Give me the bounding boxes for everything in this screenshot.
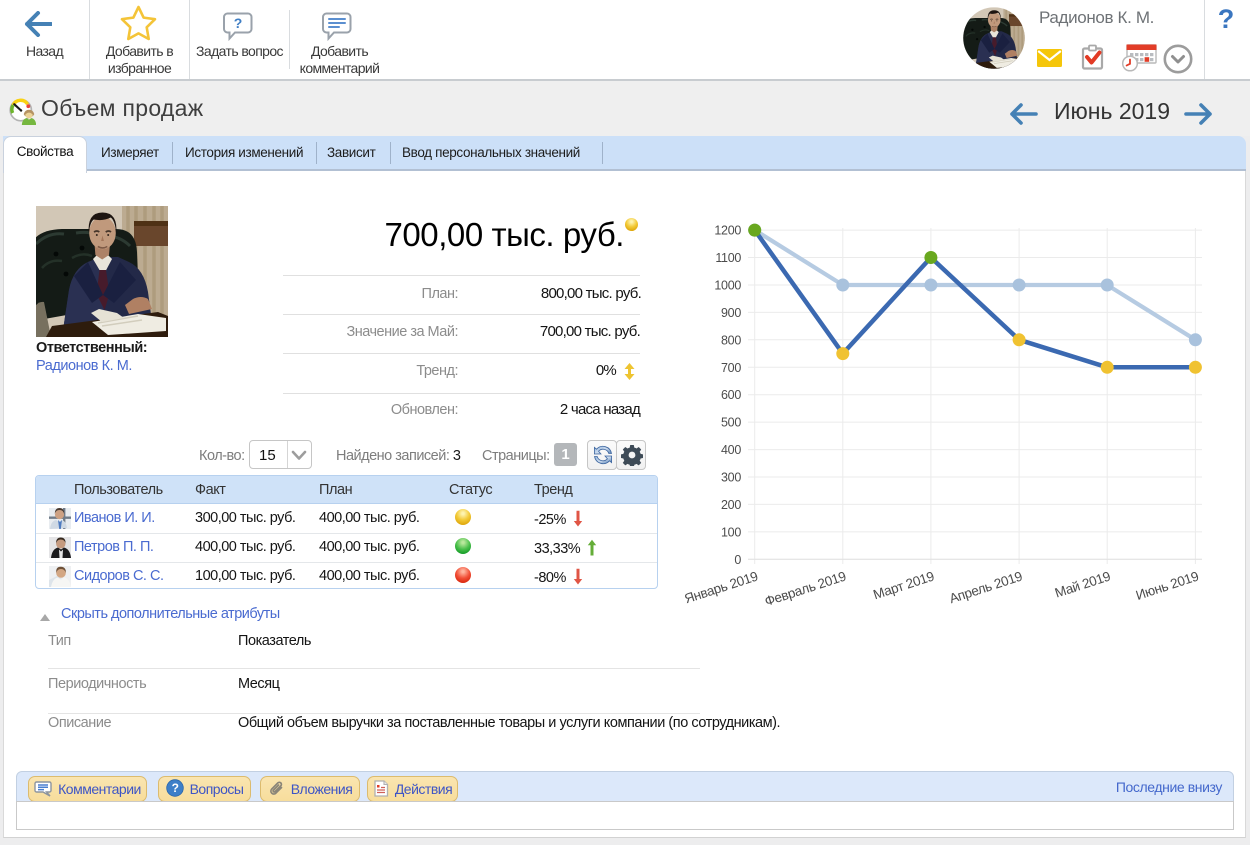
svg-text:Апрель 2019: Апрель 2019 — [947, 569, 1024, 605]
svg-text:?: ? — [171, 781, 178, 795]
svg-text:200: 200 — [721, 498, 741, 512]
svg-text:Февраль 2019: Февраль 2019 — [763, 569, 848, 605]
svg-text:500: 500 — [721, 416, 741, 430]
svg-text:900: 900 — [721, 306, 741, 320]
svg-text:700: 700 — [721, 361, 741, 375]
svg-text:Январь 2019: Январь 2019 — [683, 569, 760, 605]
svg-text:1000: 1000 — [714, 279, 741, 293]
svg-text:Июнь 2019: Июнь 2019 — [1134, 569, 1200, 603]
svg-text:1200: 1200 — [714, 224, 741, 238]
svg-text:Март 2019: Март 2019 — [871, 569, 935, 603]
svg-text:1100: 1100 — [715, 251, 741, 265]
svg-text:600: 600 — [721, 388, 741, 402]
svg-text:100: 100 — [721, 525, 741, 539]
svg-text:300: 300 — [721, 471, 741, 485]
svg-text:Май 2019: Май 2019 — [1053, 569, 1112, 601]
svg-text:?: ? — [234, 15, 243, 31]
svg-text:0: 0 — [734, 553, 741, 567]
svg-text:800: 800 — [721, 333, 741, 347]
svg-text:400: 400 — [721, 443, 741, 457]
